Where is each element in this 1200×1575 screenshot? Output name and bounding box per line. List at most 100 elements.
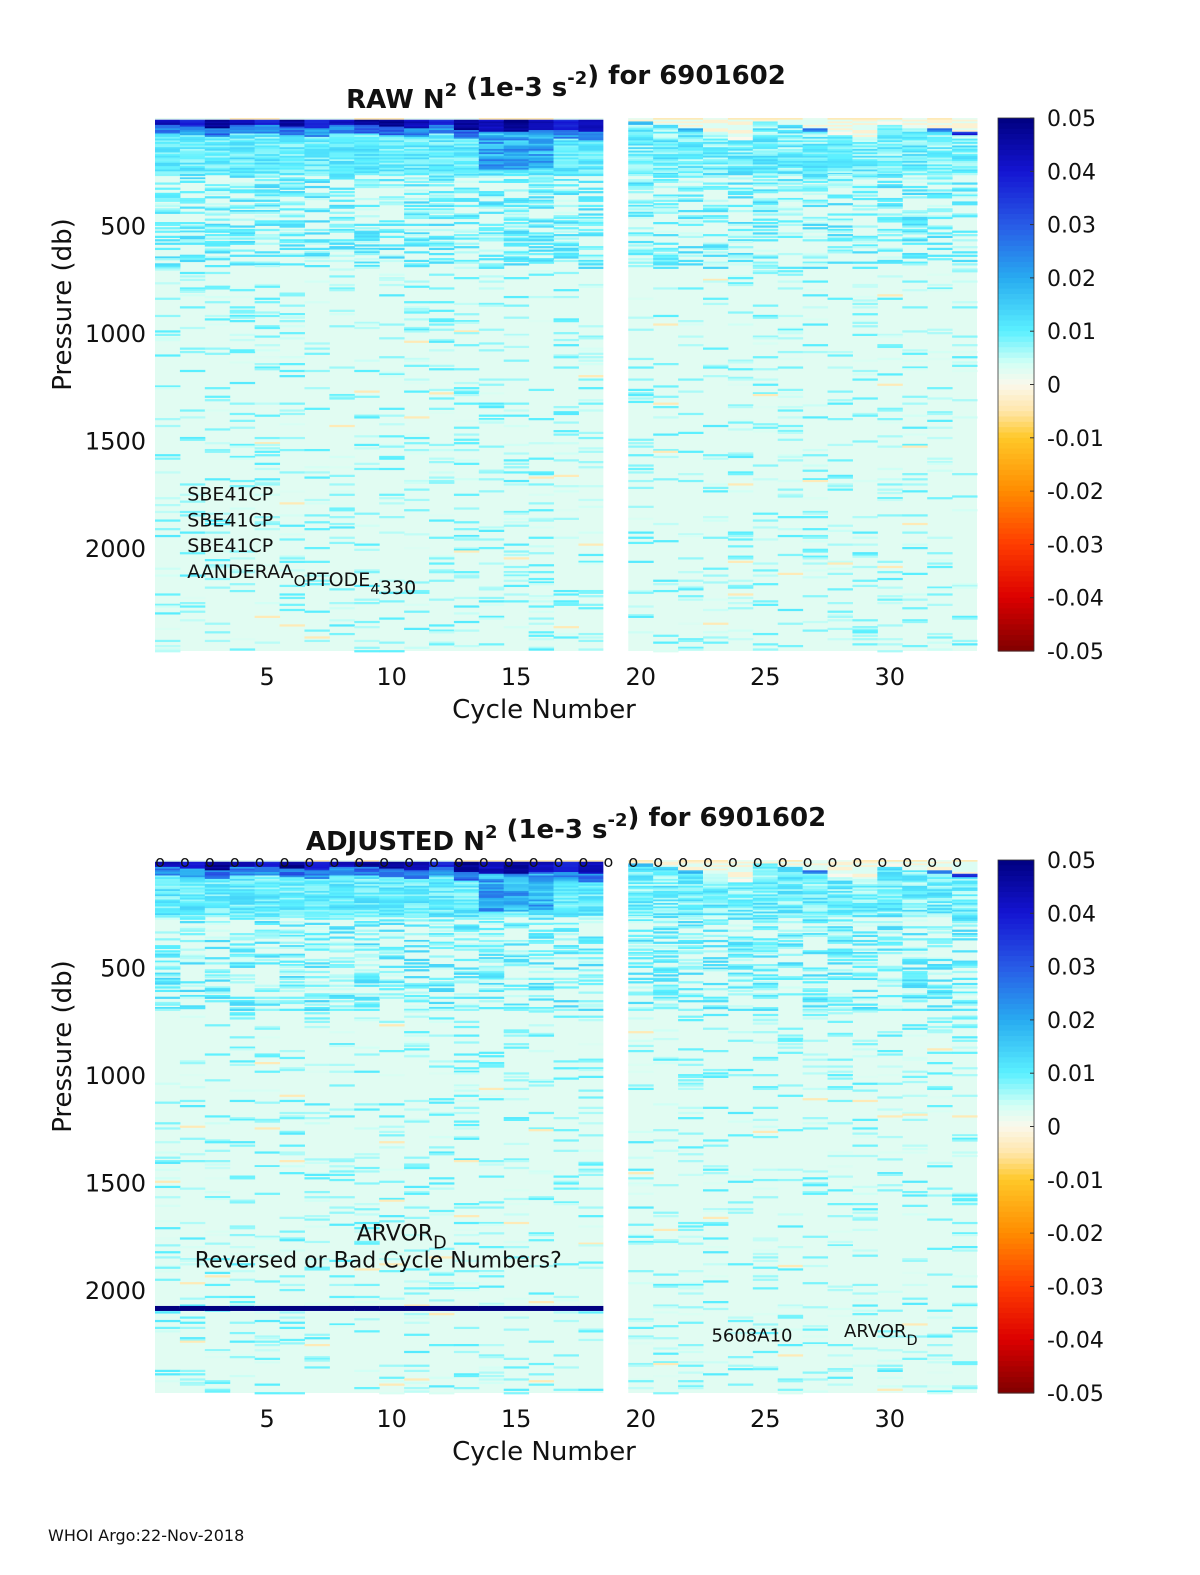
heatmap-cell [578,880,604,883]
heatmap-cell [453,927,480,931]
heatmap-cell [703,175,729,178]
heatmap-cell [578,906,604,909]
heatmap-cell [578,135,604,138]
heatmap-cell [279,1316,305,1319]
heatmap-cell [478,302,505,306]
heatmap-cell [752,562,779,565]
heatmap-cell [254,182,281,185]
heatmap-cell [354,1008,380,1011]
heatmap-cell [752,249,779,252]
heatmap-cell [927,225,953,228]
heatmap-cell [927,180,953,183]
heatmap-cell [478,154,505,157]
heatmap-cell [304,1172,330,1175]
heatmap-cell [877,514,903,517]
heatmap-cell [404,603,430,606]
heatmap-cell [628,201,654,204]
heatmap-cell [827,297,853,300]
heatmap-cell [404,433,430,436]
heatmap-cell [478,239,505,242]
heatmap-cell [279,191,305,194]
heatmap-cell [254,150,281,153]
heatmap-cell [927,159,953,162]
heatmap-cell [229,152,256,155]
heatmap-cell [354,321,380,324]
heatmap-cell [379,1364,405,1367]
heatmap-cell [628,445,654,448]
heatmap-cell [503,462,530,465]
heatmap-cell [703,148,729,152]
heatmap-cell [503,909,530,913]
heatmap-cell [254,1151,281,1154]
heatmap-cell [354,620,380,624]
heatmap-cell [279,167,305,171]
heatmap-cell [204,889,231,892]
deep-band-cell [155,1305,181,1311]
heatmap-cell [254,265,281,268]
heatmap-cell [902,171,928,174]
heatmap-cell [553,632,579,636]
heatmap-cell [503,1142,530,1146]
heatmap-cell [429,1287,455,1290]
heatmap-cell [279,897,305,901]
heatmap-cell [179,984,206,987]
heatmap-cell [204,929,231,932]
heatmap-cell [503,943,530,946]
heatmap-cell [279,177,305,180]
heatmap-cell [204,133,231,136]
heatmap-cell [553,1075,579,1078]
heatmap-cell [503,402,530,405]
heatmap-cell [429,557,455,560]
heatmap-cell [304,965,330,968]
heatmap-cell [478,1245,505,1249]
heatmap-cell [553,216,579,220]
heatmap-cell [179,894,206,897]
heatmap-cell [404,306,430,309]
heatmap-cell [952,133,978,136]
heatmap-cell [678,586,704,589]
heatmap-cell [204,225,231,228]
heatmap-cell [827,588,853,591]
heatmap-cell [453,157,480,160]
heatmap-cell [578,591,604,594]
heatmap-cell [578,266,604,269]
heatmap-cell [179,860,206,863]
heatmap-cell [254,934,281,938]
colorbar-swatch [998,133,1034,140]
colorbar-swatch [998,608,1034,615]
heatmap-cell [952,335,978,338]
heatmap-cell [678,1063,704,1066]
heatmap-cell [528,936,555,939]
heatmap-cell [429,624,455,627]
heatmap-cell [354,626,380,629]
heatmap-cell [404,962,430,965]
heatmap-cell [877,128,903,131]
heatmap-cell [628,939,654,943]
heatmap-cell [204,131,231,134]
heatmap-cell [628,297,654,300]
heatmap-cell [329,860,355,863]
heatmap-cell [204,519,231,522]
heatmap-cell [927,247,953,251]
heatmap-cell [453,605,480,608]
heatmap-cell [802,569,829,572]
heatmap-cell [877,586,903,589]
heatmap-cell [379,443,405,447]
heatmap-cell [379,1220,405,1223]
heatmap-cell [279,208,305,211]
heatmap-cell [254,148,281,152]
heatmap-cell [653,889,679,892]
heatmap-cell [179,1263,206,1266]
heatmap-cell [354,958,380,962]
heatmap-cell [204,902,231,906]
heatmap-cell [852,266,878,269]
heatmap-cell [179,258,206,261]
heatmap-cell [404,1350,430,1354]
heatmap-cell [553,154,579,157]
heatmap-cell [628,1031,654,1034]
heatmap-cell [927,143,953,147]
heatmap-cell [429,148,455,152]
heatmap-cell [379,159,405,162]
heatmap-cell [777,405,804,409]
colorbar-tick-label: 0 [1047,374,1061,399]
